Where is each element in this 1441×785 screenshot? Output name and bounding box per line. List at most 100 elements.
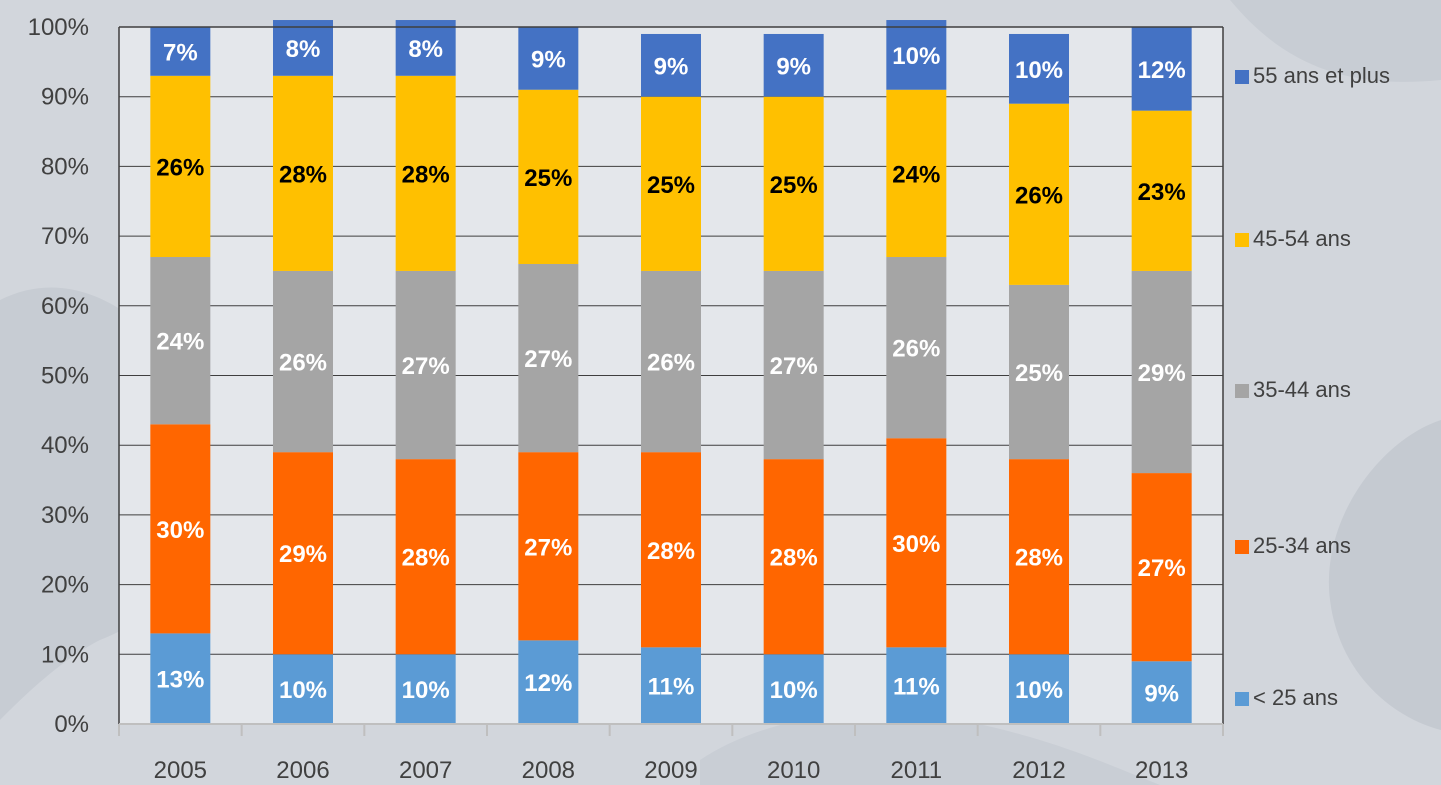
legend-label: 45-54 ans — [1253, 226, 1351, 251]
legend-swatch — [1235, 233, 1249, 247]
data-label: 11% — [648, 674, 695, 701]
bar-segment — [518, 452, 579, 641]
bar-segment — [273, 270, 333, 453]
data-label: 26% — [1015, 182, 1063, 209]
data-label: 23% — [1138, 179, 1186, 206]
legend-label: 35-44 ans — [1253, 377, 1351, 402]
bar-segment — [395, 654, 456, 724]
bar-segment — [273, 452, 333, 655]
y-tick-label: 0% — [54, 711, 89, 738]
bar-segment — [641, 647, 701, 724]
bar-segment — [518, 27, 579, 90]
bar-segment — [1131, 473, 1192, 662]
data-label: 9% — [531, 46, 566, 73]
data-label: 8% — [286, 36, 321, 63]
y-axis-ticks: 0% 10% 20% 30% 40% 50% 60% 70% 80% 90% 100% — [28, 14, 89, 738]
data-label: 25% — [647, 172, 695, 199]
bar-segment — [518, 89, 579, 264]
y-tick-label: 100% — [28, 14, 89, 41]
bar-segment — [395, 75, 456, 271]
y-tick-label: 70% — [41, 223, 89, 250]
y-tick-label: 50% — [41, 363, 89, 390]
bar-segment — [518, 263, 579, 453]
data-label: 27% — [524, 346, 572, 373]
data-label: 30% — [156, 517, 204, 544]
legend-item: 25-34 ans — [1235, 533, 1351, 558]
data-label: 28% — [770, 545, 818, 572]
data-label: 10% — [1015, 57, 1063, 84]
data-label: 26% — [156, 154, 204, 181]
x-tick-label: 2007 — [399, 757, 452, 784]
bar-segment — [273, 654, 333, 724]
bar-segment — [518, 640, 579, 724]
data-label: 10% — [892, 43, 940, 70]
bar-segment — [886, 647, 947, 724]
legend-swatch — [1235, 692, 1249, 706]
bar-segment — [763, 654, 824, 724]
legend-swatch — [1235, 70, 1249, 84]
y-tick-label: 80% — [41, 153, 89, 180]
data-label: 10% — [402, 677, 450, 704]
x-axis-ticks: 2005 2006 2007 2008 2009 2010 2011 2012 2013 — [154, 757, 1189, 784]
data-labels: 13% 30% 24% 26% 7% 10% 29% 26% 28% 8% 10% 28% 27% 28%… — [156, 36, 1185, 708]
data-label: 29% — [1138, 360, 1186, 387]
bar-segment — [763, 270, 824, 460]
legend-label: < 25 ans — [1253, 685, 1338, 710]
legend-swatch — [1235, 384, 1249, 398]
y-tick-label: 40% — [41, 432, 89, 459]
y-tick-label: 90% — [41, 84, 89, 111]
data-label: 24% — [892, 161, 940, 188]
bar-segment — [641, 96, 701, 271]
bar-segment — [1009, 654, 1069, 724]
y-tick-label: 30% — [41, 502, 89, 529]
data-label: 10% — [1015, 677, 1063, 704]
bars — [150, 20, 1192, 724]
bar-segment — [1131, 27, 1192, 111]
bar-segment — [886, 20, 947, 90]
bar-segment — [641, 33, 701, 97]
data-label: 28% — [279, 161, 327, 188]
bar-segment — [273, 75, 333, 271]
bar-segment — [1131, 270, 1192, 474]
bar-segment — [1009, 33, 1069, 104]
bar-segment — [1009, 459, 1069, 655]
x-tick-label: 2005 — [154, 757, 207, 784]
bar-segment — [1131, 661, 1192, 724]
data-label: 12% — [524, 670, 572, 697]
data-label: 9% — [776, 53, 811, 80]
bar-segment — [150, 633, 211, 724]
x-tick-label: 2012 — [1012, 757, 1065, 784]
legend: 55 ans et plus 45-54 ans 35-44 ans 25-34 an… — [1235, 63, 1390, 710]
data-label: 25% — [1015, 360, 1063, 387]
axes — [118, 26, 1224, 736]
bar-segment — [763, 96, 824, 271]
data-label: 10% — [279, 677, 327, 704]
bar-segment — [641, 270, 701, 453]
bar-segment — [150, 424, 211, 634]
bar-segment — [641, 452, 701, 648]
x-tick-label: 2006 — [276, 757, 329, 784]
bar-segment — [886, 89, 947, 258]
data-label: 11% — [893, 674, 940, 701]
x-tick-label: 2008 — [522, 757, 575, 784]
x-tick-label: 2010 — [767, 757, 820, 784]
data-label: 27% — [770, 353, 818, 380]
data-label: 29% — [279, 541, 327, 568]
data-label: 25% — [524, 165, 572, 192]
legend-label: 55 ans et plus — [1253, 63, 1390, 88]
y-tick-label: 60% — [41, 293, 89, 320]
bar-segment — [763, 33, 824, 97]
x-tick-label: 2009 — [644, 757, 697, 784]
data-label: 12% — [1138, 57, 1186, 84]
bar-segment — [395, 270, 456, 460]
bar-segment — [1009, 284, 1069, 460]
bar-segment — [763, 459, 824, 655]
data-label: 26% — [279, 350, 327, 377]
data-label: 28% — [402, 545, 450, 572]
bar-segment — [1131, 110, 1192, 271]
legend-item: 45-54 ans — [1235, 226, 1351, 251]
bar-segment — [395, 20, 456, 76]
data-label: 28% — [647, 538, 695, 565]
data-label: 28% — [402, 161, 450, 188]
